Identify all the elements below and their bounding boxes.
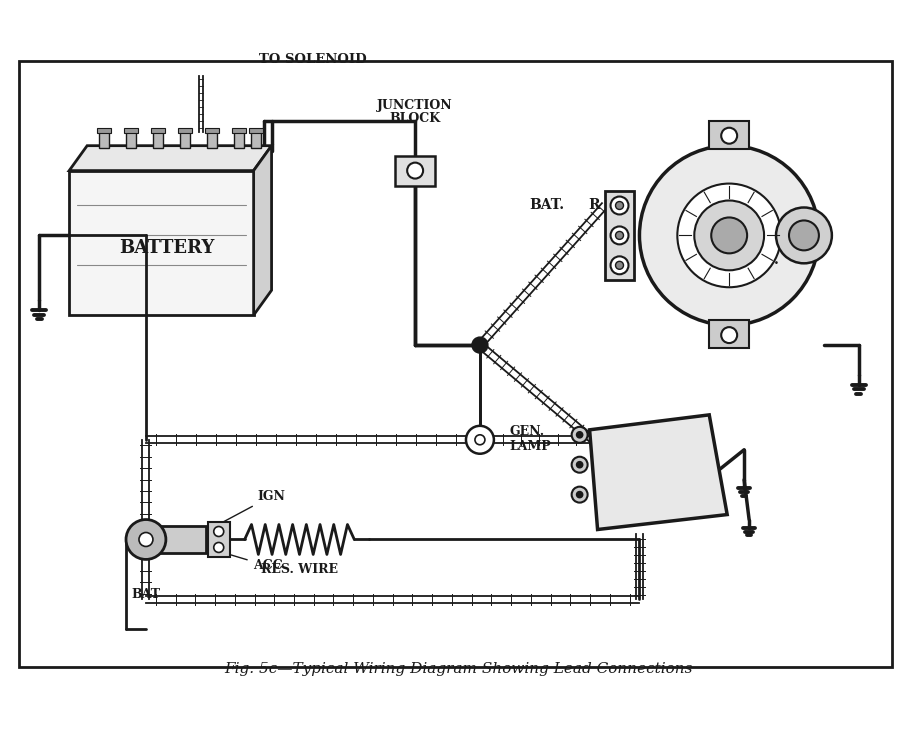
Circle shape xyxy=(577,492,582,497)
Bar xyxy=(151,525,205,554)
Bar xyxy=(709,121,749,148)
Circle shape xyxy=(577,462,582,468)
Text: RES. WIRE: RES. WIRE xyxy=(261,563,338,576)
Polygon shape xyxy=(590,415,727,529)
Text: Fig. 5c—Typical Wiring Diagram Showing Lead Connections: Fig. 5c—Typical Wiring Diagram Showing L… xyxy=(225,662,692,676)
Text: GRD.: GRD. xyxy=(739,253,779,267)
Circle shape xyxy=(611,227,628,244)
Circle shape xyxy=(639,145,819,325)
Bar xyxy=(69,170,254,315)
Circle shape xyxy=(571,457,588,472)
Bar xyxy=(126,131,136,148)
Circle shape xyxy=(712,218,747,253)
Text: BAT: BAT xyxy=(131,587,160,601)
Text: R: R xyxy=(588,199,600,213)
Circle shape xyxy=(678,184,781,287)
Circle shape xyxy=(475,435,485,445)
Bar xyxy=(97,128,111,133)
Circle shape xyxy=(139,533,153,546)
Circle shape xyxy=(615,201,624,210)
Bar xyxy=(250,131,260,148)
Polygon shape xyxy=(254,145,271,315)
Circle shape xyxy=(611,196,628,215)
Polygon shape xyxy=(69,145,271,170)
Circle shape xyxy=(466,426,494,454)
Bar xyxy=(204,128,219,133)
Bar xyxy=(99,131,109,148)
Text: TO SOLENOID: TO SOLENOID xyxy=(259,53,366,66)
Bar xyxy=(208,522,229,557)
Circle shape xyxy=(615,261,624,269)
Bar xyxy=(180,131,190,148)
Bar xyxy=(206,131,216,148)
Text: REG.: REG. xyxy=(651,471,697,488)
Text: F: F xyxy=(617,199,627,213)
Circle shape xyxy=(571,486,588,503)
Circle shape xyxy=(789,221,819,250)
Circle shape xyxy=(126,520,166,559)
Circle shape xyxy=(407,162,423,179)
Text: IGN: IGN xyxy=(215,489,285,526)
Circle shape xyxy=(721,327,737,343)
Text: LAMP: LAMP xyxy=(510,441,552,453)
Circle shape xyxy=(571,427,588,443)
Circle shape xyxy=(214,542,224,553)
Text: 432: 432 xyxy=(625,448,654,462)
Bar xyxy=(178,128,192,133)
Circle shape xyxy=(611,256,628,275)
Bar xyxy=(232,128,246,133)
Text: GEN.: GEN. xyxy=(510,425,545,438)
Circle shape xyxy=(694,201,764,270)
Text: ACC: ACC xyxy=(215,551,282,573)
Circle shape xyxy=(615,232,624,239)
Bar xyxy=(153,131,163,148)
Circle shape xyxy=(214,526,224,537)
Bar xyxy=(395,156,435,185)
Text: BAT.: BAT. xyxy=(529,199,565,213)
Circle shape xyxy=(472,337,488,353)
Circle shape xyxy=(577,432,582,438)
Bar xyxy=(249,128,262,133)
Bar xyxy=(709,320,749,348)
Circle shape xyxy=(721,128,737,144)
Text: BLOCK: BLOCK xyxy=(390,112,441,125)
Bar xyxy=(234,131,244,148)
Bar xyxy=(151,128,165,133)
Bar xyxy=(604,190,635,280)
Bar xyxy=(124,128,138,133)
Text: JUNCTION: JUNCTION xyxy=(377,100,453,112)
Circle shape xyxy=(776,207,832,263)
Text: BATTERY: BATTERY xyxy=(118,239,214,257)
